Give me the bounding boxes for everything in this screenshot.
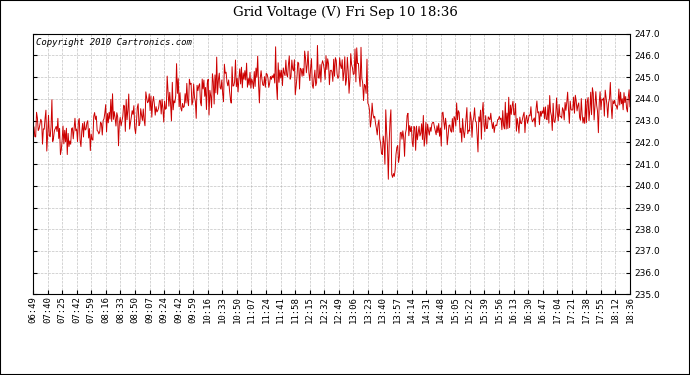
Text: Copyright 2010 Cartronics.com: Copyright 2010 Cartronics.com (36, 38, 192, 46)
Text: Grid Voltage (V) Fri Sep 10 18:36: Grid Voltage (V) Fri Sep 10 18:36 (233, 6, 457, 19)
